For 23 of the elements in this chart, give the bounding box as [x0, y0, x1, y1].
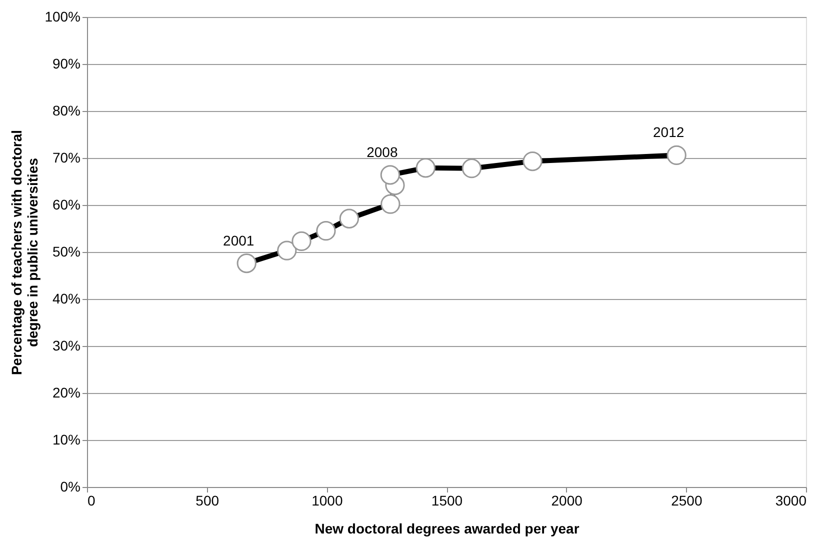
y-tick-label: 50%: [52, 244, 80, 260]
y-tick-label: 70%: [52, 150, 80, 166]
x-tick-label: 500: [196, 492, 220, 508]
x-tick-label: 2500: [671, 492, 702, 508]
y-tick-label: 30%: [52, 338, 80, 354]
x-tick-label: 0: [88, 492, 96, 508]
annotation: 2008: [366, 144, 398, 160]
y-tick-label: 90%: [52, 56, 80, 72]
y-tick-label: 100%: [44, 8, 80, 24]
annotation: 2001: [223, 232, 254, 248]
x-tick-label: 1000: [312, 492, 343, 508]
y-tick-label: 40%: [52, 290, 80, 306]
y-tick-label: 10%: [52, 432, 80, 448]
x-tick-label: 3000: [775, 492, 807, 508]
x-tick-label: 1500: [431, 492, 463, 508]
y-axis-title: Percentage of teachers with doctoral degree in public universities: [8, 130, 41, 376]
x-tick-label: 2000: [551, 492, 583, 508]
y-tick-label: 20%: [52, 384, 80, 400]
x-axis-title: New doctoral degrees awarded per year: [314, 520, 580, 536]
y-tick-label: 60%: [52, 196, 80, 212]
y-tick-label: 0%: [60, 478, 80, 494]
annotation: 2012: [653, 124, 684, 140]
y-tick-label: 80%: [52, 102, 80, 118]
